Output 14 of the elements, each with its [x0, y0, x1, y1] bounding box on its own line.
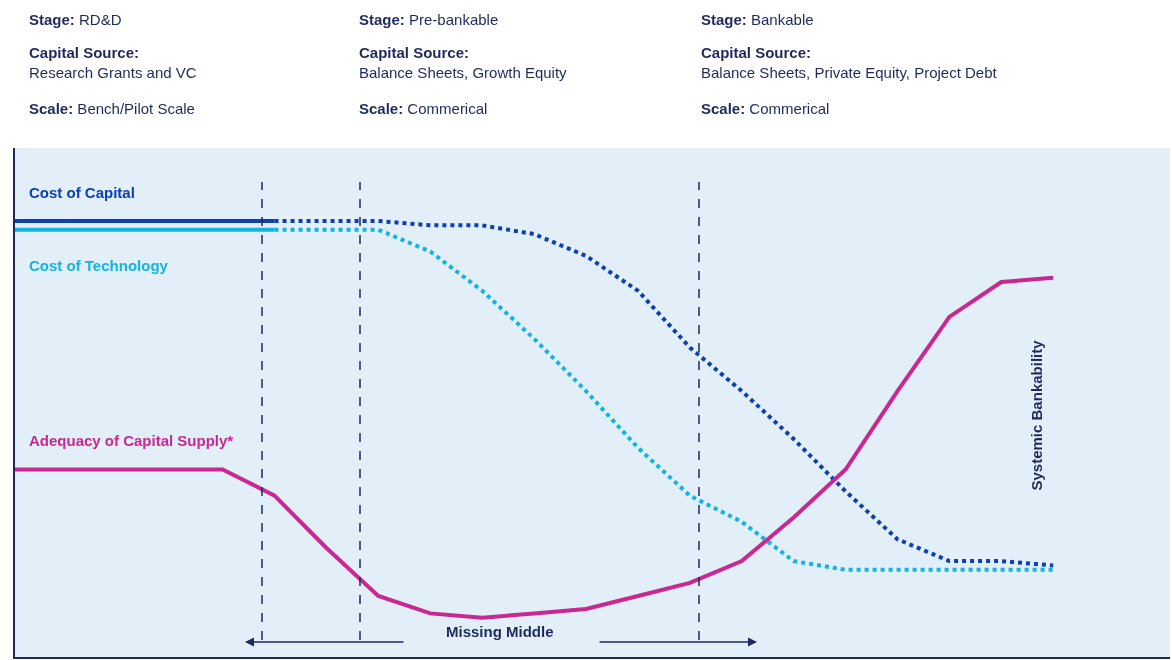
series-label: Cost of Technology [29, 257, 169, 274]
text: Stage: RD&D [29, 11, 122, 28]
series-label: Cost of Capital [29, 184, 135, 201]
text: Capital Source: Balance Sheets, Private Equity, Project Debt [701, 44, 998, 81]
text: Stage: Pre-bankable [359, 11, 499, 28]
series-label: Adequacy of Capital Supply* [29, 432, 234, 449]
text: Scale: Commerical [359, 100, 488, 117]
text: Scale: Commerical [701, 100, 830, 117]
text: Scale: Bench/Pilot Scale [29, 100, 195, 117]
text: Stage: Bankable [701, 11, 814, 28]
annotation: Systemic Bankability [1027, 339, 1045, 491]
text: Capital Source: Research Grants and VC [29, 44, 197, 81]
annotation: Missing Middle [446, 623, 554, 640]
text: Capital Source: Balance Sheets, Growth Equity [359, 44, 568, 81]
